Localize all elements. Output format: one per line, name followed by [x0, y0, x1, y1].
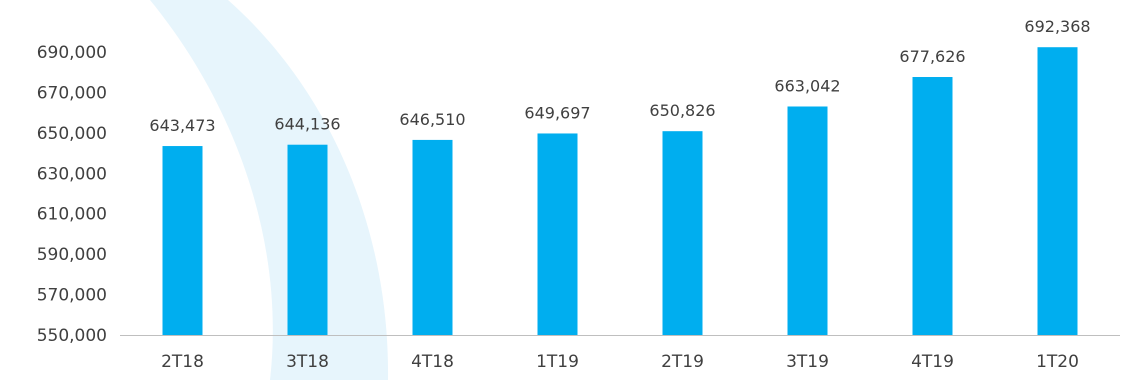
y-tick-label: 670,000	[37, 83, 107, 103]
x-tick-label: 3T19	[786, 352, 829, 372]
y-tick-label: 610,000	[37, 205, 107, 225]
data-label: 644,136	[274, 115, 340, 134]
data-label: 649,697	[524, 103, 590, 122]
data-label: 650,826	[649, 101, 715, 120]
y-tick-label: 630,000	[37, 164, 107, 184]
bar-1t20	[1037, 47, 1078, 335]
x-tick-label: 4T18	[411, 352, 454, 372]
bar-2t18	[162, 146, 203, 335]
data-label: 692,368	[1024, 17, 1090, 36]
x-axis: 2T18 3T18 4T18 1T19 2T19 3T19 4T19 1T20	[161, 352, 1079, 372]
x-tick-label: 1T19	[536, 352, 579, 372]
y-tick-label: 570,000	[37, 286, 107, 306]
bar-4t19	[912, 77, 953, 336]
bar-series	[162, 47, 1078, 336]
x-tick-label: 3T18	[286, 352, 329, 372]
x-tick-label: 2T19	[661, 352, 704, 372]
y-axis: 550,000 570,000 590,000 610,000 630,000 650,0…	[37, 43, 107, 346]
data-labels: 643,473 644,136 646,510 649,697 650,826 663,0…	[149, 17, 1090, 135]
data-label: 663,042	[774, 76, 840, 95]
bar-1t19	[537, 133, 578, 335]
bar-4t18	[412, 139, 453, 335]
bar-3t19	[787, 106, 828, 335]
bar-3t18	[287, 144, 328, 335]
data-label: 677,626	[899, 47, 965, 66]
bar-2t19	[662, 131, 703, 335]
y-tick-label: 590,000	[37, 245, 107, 265]
x-tick-label: 1T20	[1036, 352, 1079, 372]
y-tick-label: 690,000	[37, 43, 107, 63]
decorative-background-arc	[150, 0, 389, 380]
y-tick-label: 650,000	[37, 124, 107, 144]
x-tick-label: 2T18	[161, 352, 204, 372]
x-tick-label: 4T19	[911, 352, 954, 372]
data-label: 643,473	[149, 116, 215, 135]
y-tick-label: 550,000	[37, 326, 107, 346]
data-label: 646,510	[399, 110, 465, 129]
